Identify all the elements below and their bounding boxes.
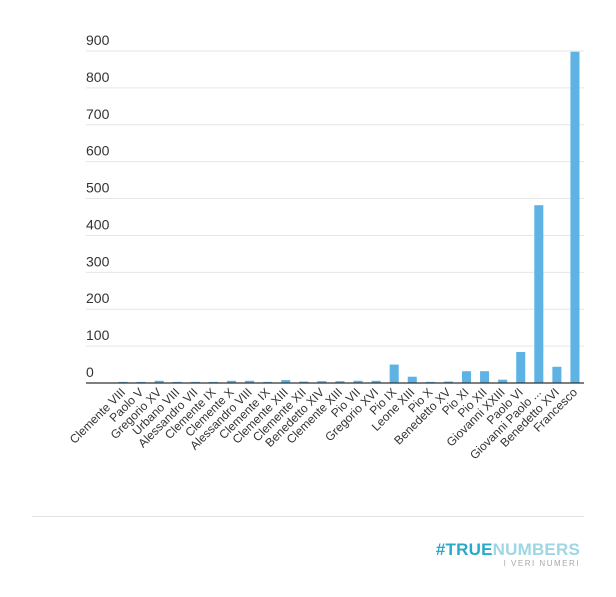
- bar: [299, 381, 309, 383]
- bar: [552, 366, 562, 383]
- bar: [226, 380, 237, 383]
- footer-divider: [32, 516, 584, 517]
- logo-part-true: #TRUE: [435, 540, 493, 559]
- bar: [245, 380, 255, 383]
- bar: [498, 379, 508, 383]
- bar: [154, 380, 164, 383]
- y-tick-label: 800: [86, 69, 110, 85]
- truenumbers-logo: #TRUENUMBERS I VERI NUMERI: [436, 541, 580, 569]
- logo-wordmark: #TRUENUMBERS: [436, 541, 580, 559]
- bar: [443, 381, 453, 383]
- y-tick-label: 200: [86, 290, 110, 306]
- bar: [371, 380, 381, 383]
- y-tick-label: 100: [86, 327, 110, 343]
- y-tick-label: 300: [86, 253, 110, 269]
- bar: [317, 381, 327, 383]
- y-tick-label: 900: [86, 32, 110, 48]
- y-tick-label: 0: [86, 364, 94, 380]
- y-tick-label: 600: [86, 143, 110, 159]
- bar: [461, 371, 472, 383]
- bar: [281, 380, 291, 383]
- bar: [480, 371, 490, 383]
- bar: [335, 381, 345, 383]
- bar: [516, 352, 526, 383]
- y-tick-label: 400: [86, 216, 110, 232]
- bar: [389, 364, 399, 383]
- y-tick-label: 700: [86, 106, 110, 122]
- bar: [534, 205, 544, 383]
- logo-part-numbers: NUMBERS: [492, 540, 580, 559]
- bar: [570, 51, 580, 383]
- logo-tagline: I VERI NUMERI: [503, 559, 580, 568]
- y-tick-label: 500: [86, 180, 110, 196]
- bar: [407, 376, 417, 383]
- bar: [353, 380, 363, 383]
